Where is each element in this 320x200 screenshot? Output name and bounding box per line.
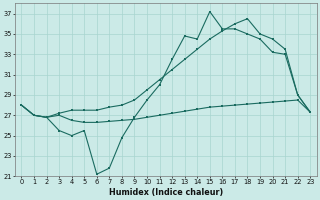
- X-axis label: Humidex (Indice chaleur): Humidex (Indice chaleur): [109, 188, 223, 197]
